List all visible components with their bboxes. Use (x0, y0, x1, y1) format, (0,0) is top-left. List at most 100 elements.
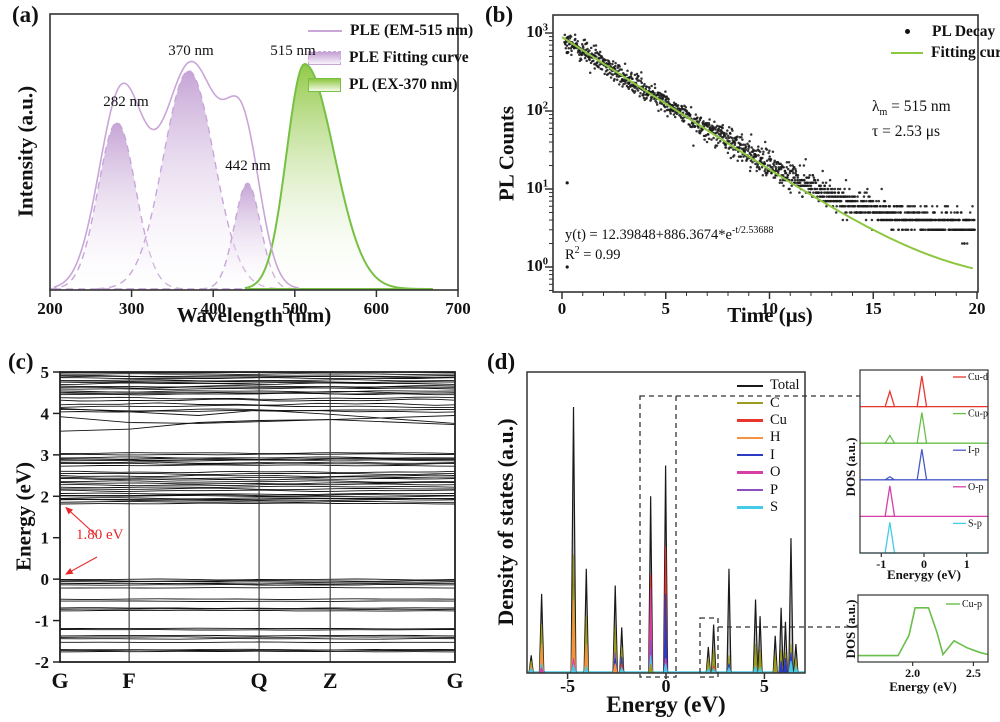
series-swatch (737, 419, 763, 422)
zoom-box-fermi (639, 395, 677, 678)
r2-base: R (565, 246, 575, 263)
tick-label: 0 (41, 570, 50, 589)
series-swatch (737, 488, 763, 492)
tick-label: F (122, 668, 135, 693)
tick-label: -2 (35, 653, 49, 672)
dos-peak-s (726, 666, 732, 673)
series-swatch (737, 401, 763, 405)
peak-annotation-282: 282 nm (103, 94, 149, 110)
dos-peak-s (757, 666, 763, 673)
tick-label: Q (251, 668, 268, 693)
dos-peak-s (753, 664, 759, 673)
dos-peaks (528, 406, 799, 673)
fit-equation: y(t) = 12.39848+886.3674*e-t/2.53688 (565, 225, 773, 244)
dos-peak-s (711, 667, 717, 673)
tick-label: 0 (558, 299, 567, 318)
fitting-curve (561, 36, 974, 270)
tick-label: 0 (921, 557, 927, 571)
orbital-inset-ylabel: DOS (a.u.) (843, 437, 858, 497)
y-tick-label: 100 (526, 256, 548, 275)
tick-label: 0 (662, 676, 671, 696)
tick-label: 20 (969, 299, 986, 318)
legend-label: PLE Fitting curve (349, 48, 469, 66)
panel-a-xlabel: Wavelength (nm) (176, 303, 332, 327)
tick-label: Cu-p (968, 409, 988, 420)
dos-peak-o (539, 666, 545, 673)
dos-peak-i (783, 657, 788, 673)
fit-line-swatch (891, 51, 923, 54)
ple-line-swatch (308, 29, 342, 32)
dos-peak-c (773, 655, 778, 673)
tick-label: Cu-d (968, 372, 988, 383)
legend-item-ple-fit: PLE Fitting curve (308, 44, 473, 71)
lambda-annotation: λm = 515 nm (872, 98, 951, 118)
tick-label: 600 (364, 299, 390, 318)
tick-label: 2 (41, 487, 50, 506)
orbital-peak-o-p (884, 485, 896, 518)
tick-label: 5 (662, 299, 671, 318)
panel-c-label: (c) (8, 349, 34, 374)
lambda-symbol: λ (872, 98, 880, 115)
tick-label: 5 (41, 363, 50, 382)
tick-label: 400 (200, 299, 226, 318)
panel-d-xlabel: Energy (eV) (606, 692, 726, 717)
zoom-box-cbm (699, 617, 719, 678)
legend-item-h: H (737, 429, 800, 446)
legend-label: P (770, 481, 779, 498)
tick-label: 3 (41, 446, 50, 465)
orbital-inset-xlabel: Enerygy (eV) (886, 567, 961, 582)
dos-peak-s (705, 667, 711, 673)
pl-decay-scatter (563, 33, 976, 269)
equation-exponent: -t/2.53688 (731, 225, 774, 236)
tick-label: 10 (761, 299, 778, 318)
pl-emission-curve (244, 62, 433, 290)
r2-sup: 2 (574, 245, 580, 256)
panel-b-legend: PL Decay Fitting curve (891, 21, 1000, 63)
tick-label: 5 (760, 676, 769, 696)
panel-a-label: (a) (12, 2, 39, 27)
tick-label: -5 (560, 676, 575, 696)
peak-annotation-442: 442 nm (225, 158, 271, 174)
ple-fit-component (49, 121, 185, 290)
dos-peak-s (793, 664, 799, 673)
dos-peak-c (648, 663, 653, 673)
r2-value: = 0.99 (579, 246, 621, 263)
tick-label: 500 (282, 299, 308, 318)
cup-inset-frame (857, 594, 989, 663)
panel-d-label: (d) (487, 349, 516, 374)
tick-label: Cu-p (962, 599, 982, 610)
equation-base: y(t) = 12.39848+886.3674*e (565, 226, 732, 243)
series-swatch (737, 471, 763, 474)
plot-frame (49, 13, 459, 291)
pl-decay-chart: 0 5 10 15 20 (545, 14, 986, 318)
orbital-peak-cu-p (916, 412, 928, 444)
cup-inset-xlabel: Energy (eV) (889, 679, 957, 694)
dos-peak-s (788, 660, 794, 673)
tick-label: 2.0 (905, 666, 920, 680)
legend-label: Fitting curve (931, 43, 1000, 61)
tau-annotation: τ = 2.53 μs (872, 123, 941, 140)
legend-item-pl: PL (EX-370 nm) (308, 71, 473, 98)
orbital-peak-s-p (884, 522, 896, 554)
legend-item-fitting-curve: Fitting curve (891, 42, 1000, 63)
dos-peak-i (778, 660, 784, 673)
panel-b-label: (b) (485, 2, 514, 27)
dos-peak-s (583, 664, 589, 673)
tick-label: G (446, 668, 463, 693)
legend-label: Cu (770, 411, 787, 428)
gap-arrow-vbm (65, 556, 98, 575)
tick-label: 15 (865, 299, 882, 318)
dos-peak-h (612, 663, 618, 673)
dos-peak-s (663, 663, 668, 673)
series-swatch (737, 506, 763, 509)
legend-label: PL (EX-370 nm) (349, 75, 458, 93)
panel-b-xlabel: Time (μs) (727, 303, 813, 327)
cup-curve (858, 607, 989, 657)
legend-item-c: C (737, 394, 800, 411)
orbital-peak-cu-d (884, 389, 896, 408)
tick-label: 300 (119, 299, 145, 318)
panel-b-ylabel: PL Counts (494, 105, 519, 202)
orbital-peak-i-p (916, 449, 928, 481)
legend-item-i: I (737, 447, 800, 464)
